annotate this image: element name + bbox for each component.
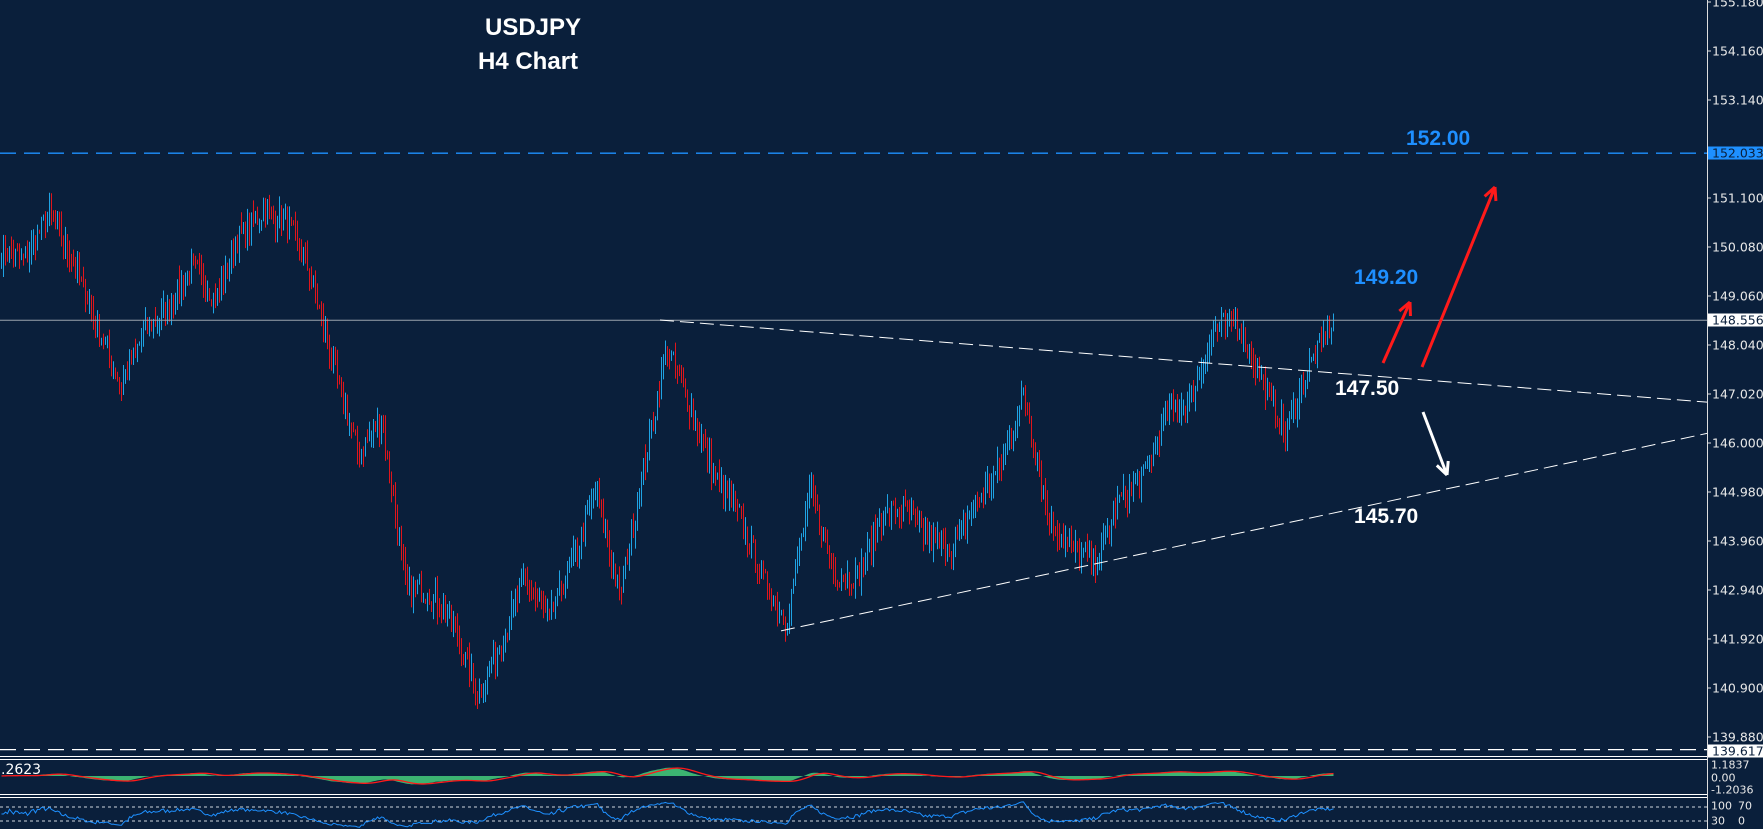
- lower-trendline: [780, 432, 1708, 632]
- arrow-head: [1445, 460, 1450, 476]
- y-tick-label: 144.980: [1712, 484, 1763, 500]
- level-tag-139-617: 139.617: [1708, 744, 1763, 758]
- upper-trendline: [659, 319, 1708, 403]
- arrow-shaft: [1420, 186, 1497, 368]
- y-tick-label: 146.000: [1712, 435, 1763, 451]
- arrow-shaft: [1381, 301, 1412, 364]
- y-tick-label: 150.080: [1712, 239, 1763, 255]
- annotation-152-00: 152.00: [1406, 127, 1471, 150]
- rsi-pane: [0, 801, 1707, 828]
- y-tick-label: 153.140: [1712, 92, 1763, 108]
- arrow-head: [1493, 186, 1498, 202]
- y-tick-label: 139.880: [1712, 729, 1763, 745]
- y-tick-label: 143.960: [1712, 533, 1763, 549]
- macd-min-label: -1.2036: [1711, 783, 1754, 797]
- chart-subtitle: H4 Chart: [478, 48, 579, 75]
- arrow-head: [1435, 464, 1449, 477]
- rsi-label-70: 70: [1738, 799, 1752, 813]
- macd-current-value: .2623: [1, 762, 42, 778]
- annotation-147-50: 147.50: [1335, 377, 1400, 400]
- rsi-label-0: 0: [1738, 814, 1745, 828]
- rsi-label-30: 30: [1711, 814, 1725, 828]
- macd-pane: [1, 767, 1334, 785]
- arrow-head: [1398, 300, 1411, 313]
- y-tick-label: 140.900: [1712, 680, 1763, 696]
- y-tick-label: 142.940: [1712, 582, 1763, 598]
- chart-title: USDJPY: [485, 14, 582, 41]
- y-tick-label: 148.040: [1712, 337, 1763, 353]
- arrow-shaft: [1421, 411, 1449, 476]
- y-tick-label: 149.060: [1712, 288, 1763, 304]
- arrow-down-icon: [1421, 411, 1450, 477]
- macd-max-label: 1.1837: [1711, 758, 1750, 772]
- macd-signal-line: [1, 767, 1334, 785]
- overlays: [0, 0, 1711, 829]
- y-tick-label: 154.160: [1712, 43, 1763, 59]
- arrow-up-icon: [1420, 185, 1498, 368]
- price-bars: [1, 192, 1334, 709]
- arrow-up-icon: [1381, 300, 1412, 364]
- y-tick-label: 151.100: [1712, 190, 1763, 206]
- y-tick-label: 155.180: [1712, 0, 1763, 10]
- annotation-145-70: 145.70: [1354, 505, 1419, 528]
- annotation-149-20: 149.20: [1354, 266, 1419, 289]
- arrow-head: [1483, 185, 1497, 198]
- last-price-tag: 148.556: [1708, 313, 1763, 327]
- macd-histogram: [1, 767, 1334, 785]
- y-tick-label: 147.020: [1712, 386, 1763, 402]
- rsi-line: [1, 801, 1334, 828]
- rsi-label-100: 100: [1711, 799, 1732, 813]
- y-tick-label: 141.920: [1712, 631, 1763, 647]
- level-tag-152-033: 152.033: [1708, 146, 1763, 160]
- macd-zero-label: 0.00: [1711, 771, 1736, 784]
